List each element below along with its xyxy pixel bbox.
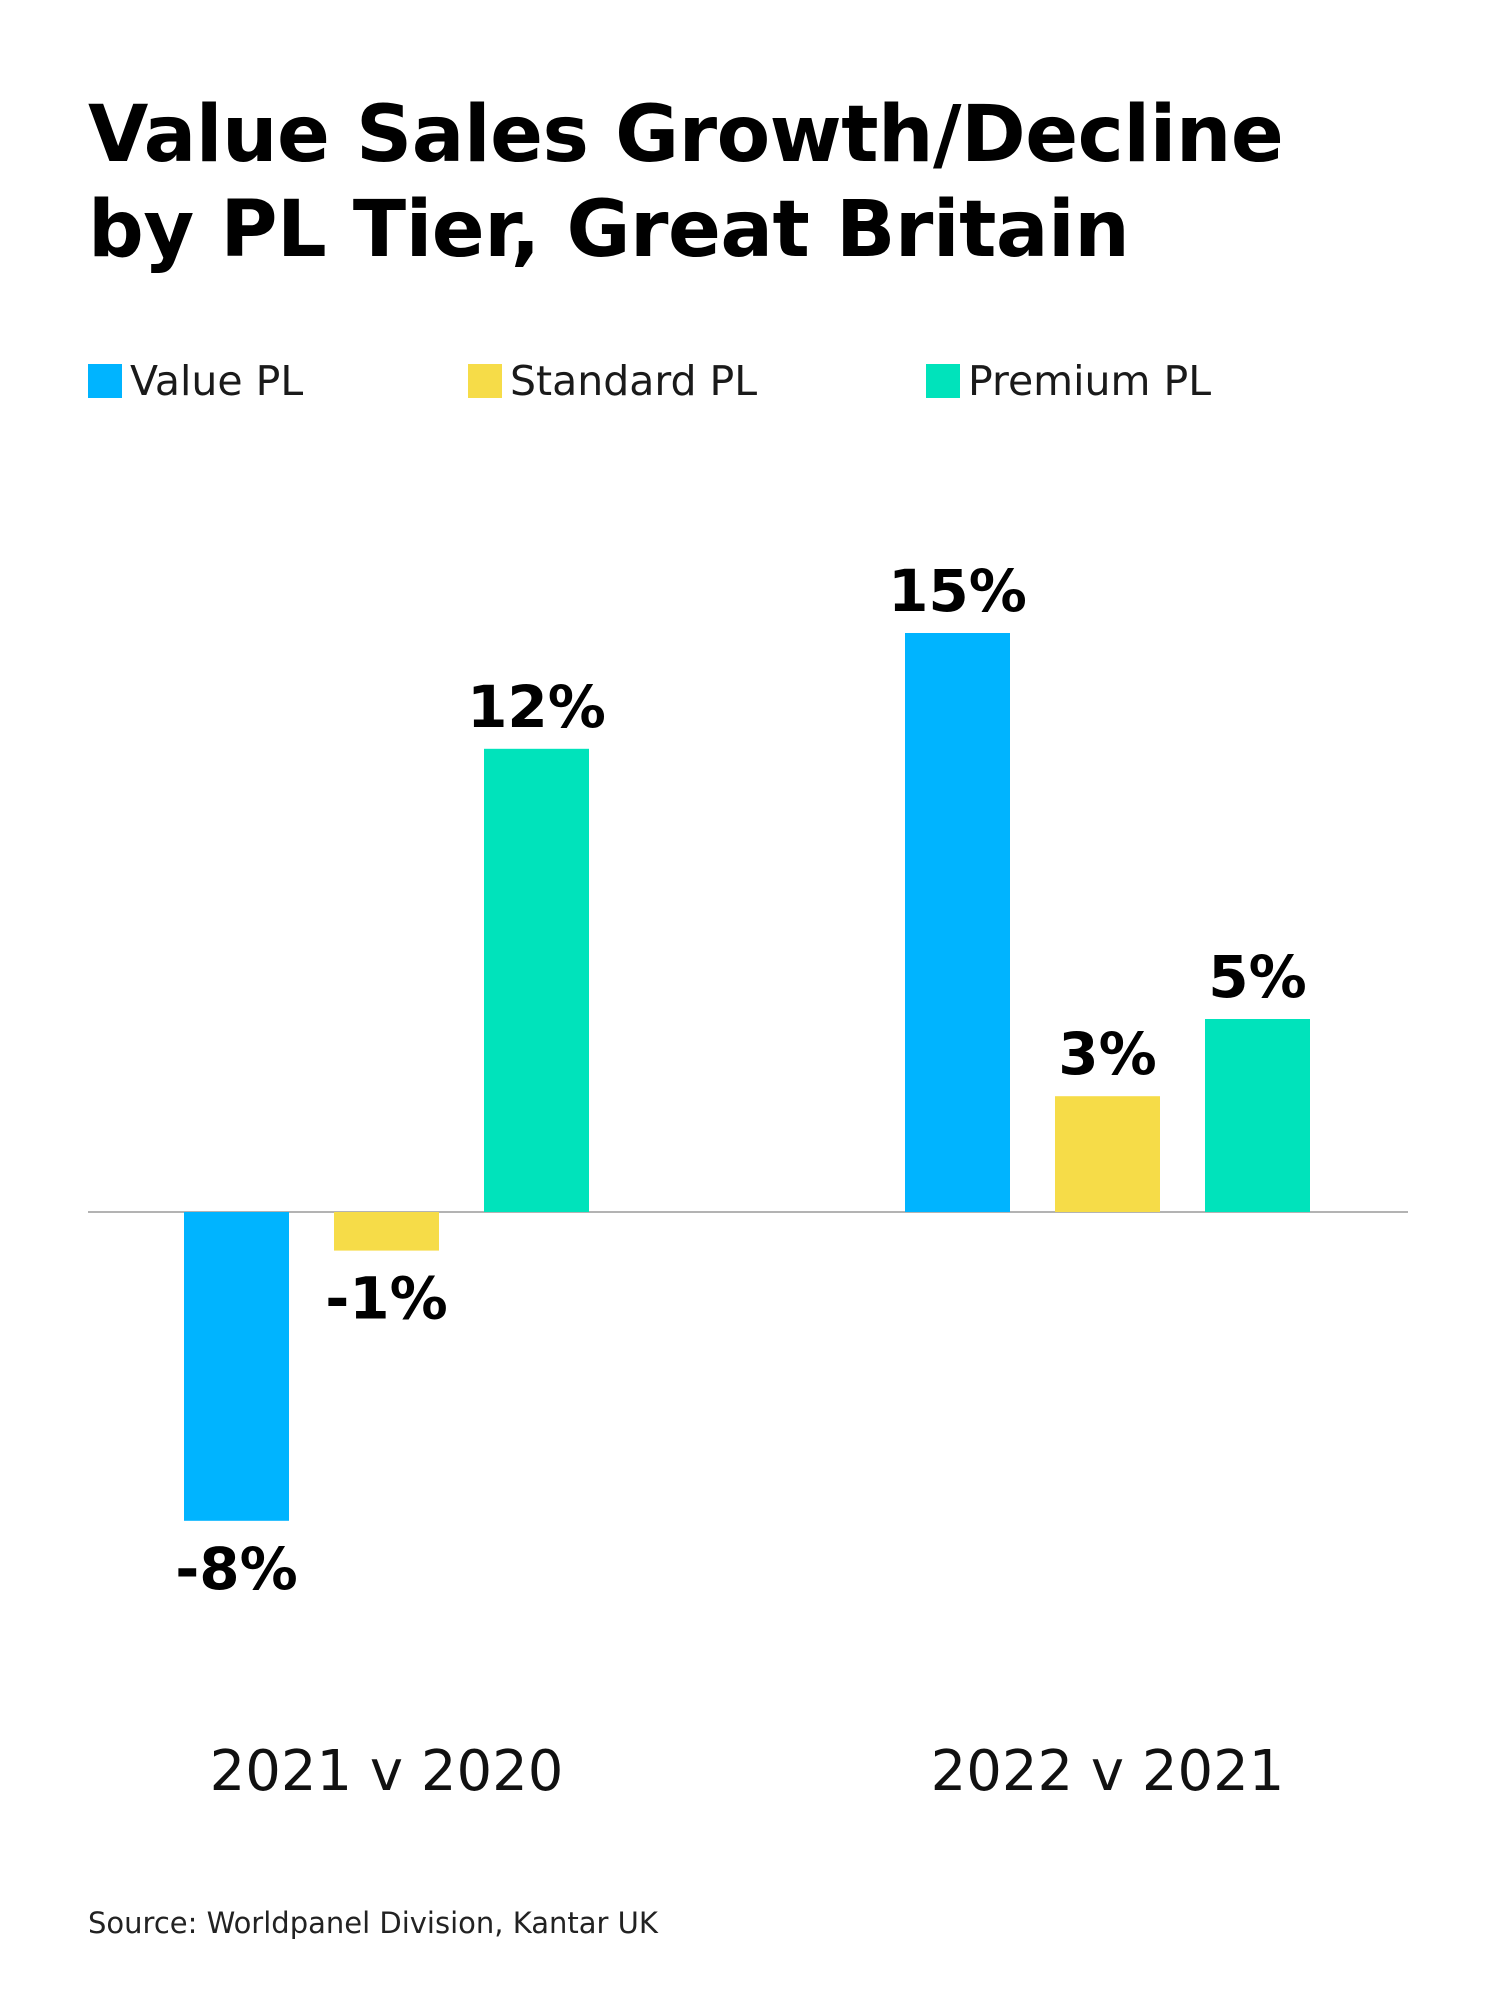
data-label-standard-pl-2021-v-2020: -1% [325,1265,448,1333]
legend-swatch-standard-pl [468,364,502,398]
legend: Value PL Standard PL Premium PL [88,356,1428,406]
bar-value-pl-2022-v-2021 [905,633,1010,1212]
bar-value-pl-2021-v-2020 [184,1212,289,1521]
chart-title-line-2: by PL Tier, Great Britain [88,185,1130,275]
legend-item-standard-pl: Standard PL [468,356,757,406]
source-note: Source: Worldpanel Division, Kantar UK [88,1906,658,1940]
chart-title: Value Sales Growth/Decline by PL Tier, G… [88,88,1428,278]
category-label-2021-v-2020: 2021 v 2020 [210,1739,564,1804]
category-label-2022-v-2021: 2022 v 2021 [931,1739,1285,1804]
data-label-value-pl-2022-v-2021: 15% [888,557,1027,625]
legend-label-value-pl: Value PL [130,357,304,405]
data-label-value-pl-2021-v-2020: -8% [175,1535,298,1603]
legend-item-value-pl: Value PL [88,356,303,406]
data-label-premium-pl-2021-v-2020: 12% [467,673,606,741]
bar-premium-pl-2022-v-2021 [1205,1019,1310,1212]
legend-swatch-value-pl [88,364,122,398]
legend-label-standard-pl: Standard PL [510,357,758,405]
data-label-premium-pl-2022-v-2021: 5% [1208,943,1306,1011]
legend-item-premium-pl: Premium PL [926,356,1211,406]
bar-standard-pl-2022-v-2021 [1055,1096,1160,1212]
legend-swatch-premium-pl [926,364,960,398]
data-label-standard-pl-2022-v-2021: 3% [1058,1020,1156,1088]
bar-standard-pl-2021-v-2020 [334,1212,439,1251]
legend-label-premium-pl: Premium PL [968,357,1212,405]
bar-premium-pl-2021-v-2020 [484,748,589,1212]
chart-title-line-1: Value Sales Growth/Decline [88,90,1284,180]
